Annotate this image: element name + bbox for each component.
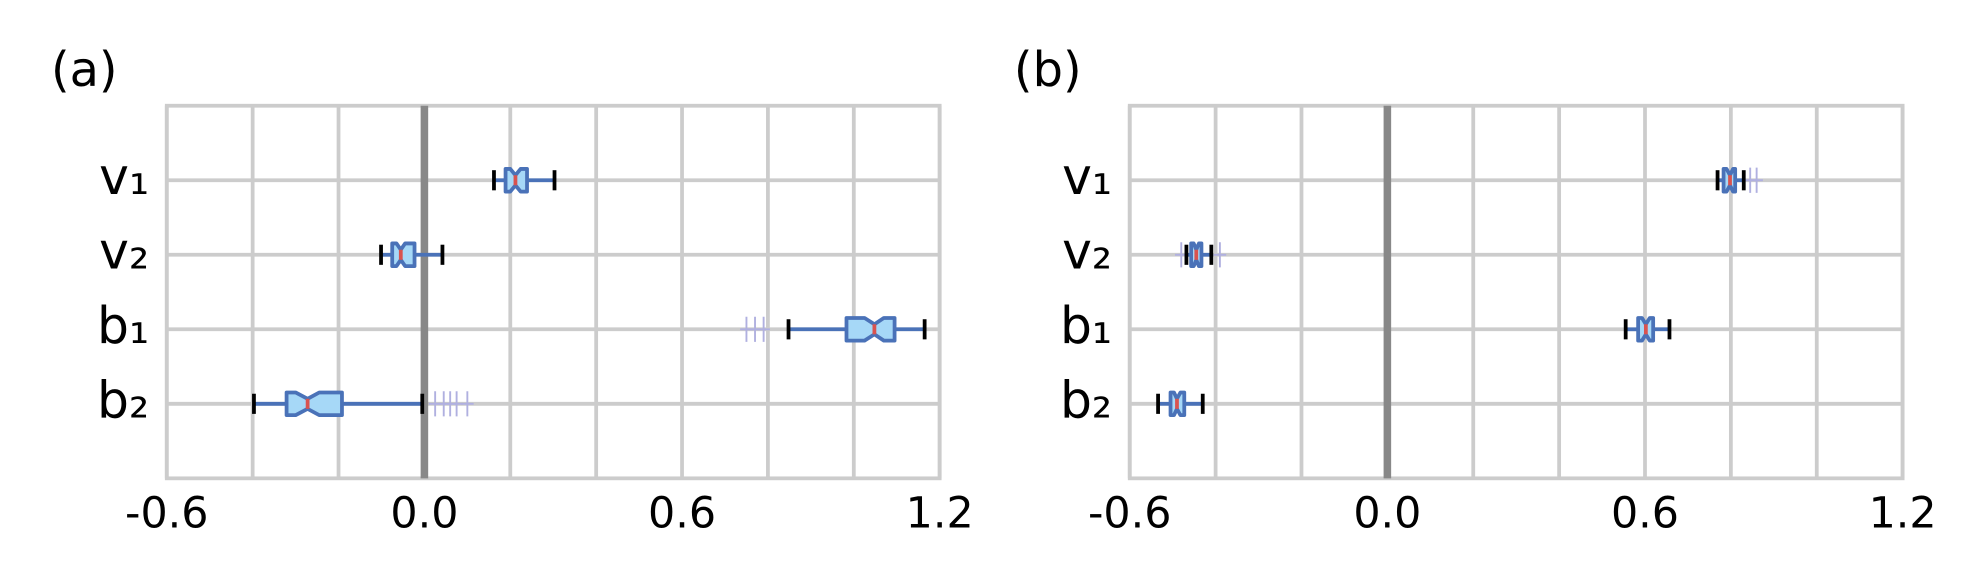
y-tick-label: v₂: [99, 221, 149, 280]
y-tick-label: v₁: [1062, 147, 1112, 206]
x-tick-label: 0.6: [648, 489, 716, 539]
y-tick-label: b₂: [1060, 370, 1112, 429]
box: [844, 316, 897, 343]
outlier: [1750, 167, 1763, 193]
x-tick-label: 0.0: [1353, 489, 1421, 539]
y-tick-label: b₂: [97, 370, 149, 429]
x-tick-label: -0.6: [125, 489, 208, 539]
x-tick-label: -0.6: [1088, 489, 1171, 539]
plot-frame: [1127, 103, 1905, 481]
y-tick-label: v₁: [99, 147, 149, 206]
x-tick-label: 1.2: [1869, 489, 1937, 539]
outlier: [1213, 242, 1227, 268]
panel-title: (b): [1014, 43, 1082, 98]
outlier: [461, 391, 474, 417]
y-tick-label: b₁: [1060, 296, 1112, 355]
outlier: [450, 391, 463, 417]
panel-title: (a): [51, 43, 118, 98]
x-tick-label: 1.2: [906, 489, 974, 539]
outlier: [757, 316, 770, 342]
y-tick-label: v₂: [1062, 221, 1112, 280]
x-tick-label: 0.6: [1611, 489, 1679, 539]
box: [390, 241, 417, 268]
x-tick-label: 0.0: [390, 489, 458, 539]
panel: (a) -0.6 0.0 0.6 1.2 v₁ v₂ b₁ b₂: [51, 43, 974, 539]
panel: (b) -0.6 0.0 0.6 1.2 v₁ v₂ b₁ b₂: [1014, 43, 1937, 539]
plot-frame: [164, 103, 942, 481]
box: [284, 390, 344, 418]
y-tick-label: b₁: [97, 296, 149, 355]
